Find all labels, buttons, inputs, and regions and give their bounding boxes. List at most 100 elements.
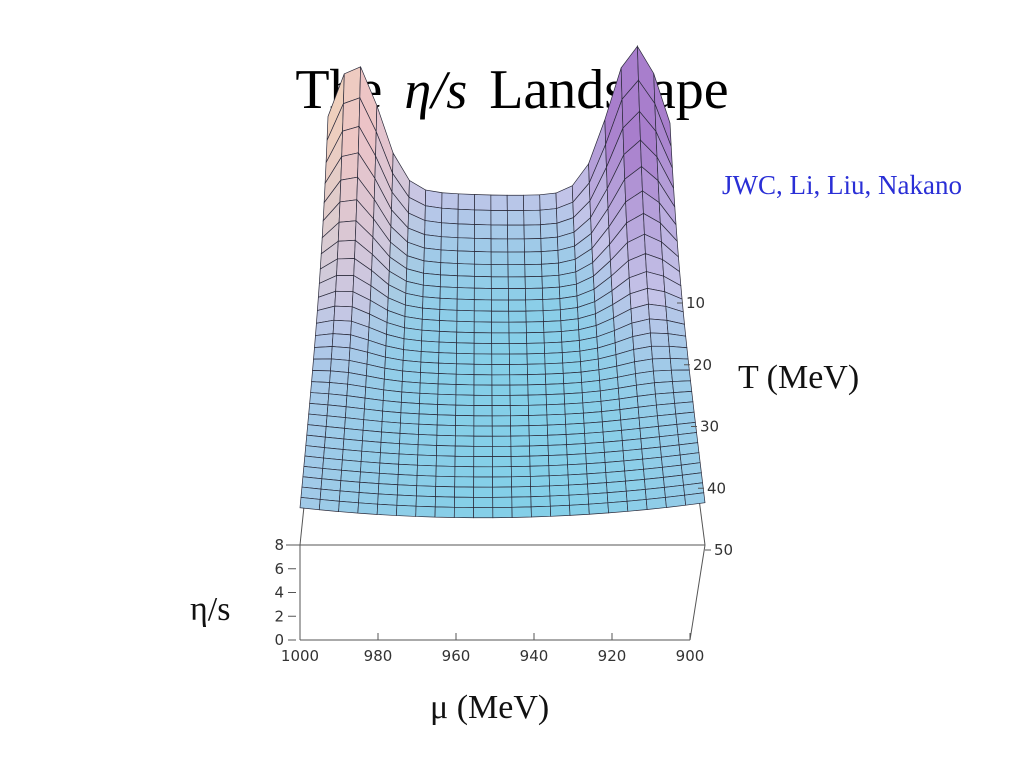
- surface-cell: [473, 332, 493, 344]
- surface-cell: [339, 176, 358, 203]
- surface-cell: [422, 272, 441, 288]
- surface-cell: [490, 288, 509, 301]
- surface-cell: [398, 443, 419, 456]
- surface-cell: [561, 340, 581, 354]
- surface-cell: [490, 238, 509, 253]
- x-tick-label: 900: [676, 647, 705, 665]
- surface-cell: [342, 438, 363, 452]
- surface-cell: [491, 435, 512, 447]
- surface-cell: [529, 475, 550, 487]
- surface-cell: [437, 383, 457, 396]
- surface-cell: [509, 394, 529, 406]
- surface-cell: [524, 276, 543, 289]
- surface-cell: [546, 423, 567, 436]
- surface-cell: [524, 263, 543, 278]
- surface-cell: [652, 358, 672, 372]
- surface-cell: [416, 464, 437, 477]
- surface-cell: [524, 251, 542, 265]
- surface-cell: [417, 434, 438, 446]
- surface-cell: [399, 422, 420, 435]
- surface-cell: [507, 288, 526, 301]
- surface-cell: [311, 370, 331, 383]
- surface-cell: [417, 454, 437, 467]
- surface-cell: [338, 199, 358, 223]
- surface-cell: [546, 403, 566, 416]
- surface-cell: [490, 264, 509, 278]
- surface-cell: [567, 473, 588, 486]
- surface-cell: [456, 287, 475, 300]
- surface-cell: [568, 493, 590, 506]
- surface-cell: [490, 276, 509, 289]
- z-tick-label: 0: [274, 631, 284, 649]
- surface-cell: [490, 251, 509, 266]
- surface-cell: [419, 392, 439, 405]
- surface-cell: [539, 192, 557, 211]
- surface-cell: [440, 262, 458, 277]
- surface-cell: [523, 209, 541, 226]
- surface-cell: [651, 345, 671, 360]
- y-tick-label: 50: [714, 541, 733, 559]
- surface-cell: [491, 353, 510, 365]
- surface-cell: [439, 297, 458, 311]
- surface-cell: [436, 434, 456, 447]
- surface-cell: [530, 505, 552, 518]
- surface-cell: [439, 286, 458, 300]
- z-axis-label: η/s: [190, 591, 230, 628]
- surface-cell: [415, 495, 436, 508]
- surface-cell: [421, 307, 441, 321]
- surface-cell: [584, 431, 605, 444]
- surface-cell: [491, 310, 510, 323]
- surface-cell: [330, 346, 351, 361]
- surface-cell: [510, 455, 531, 468]
- surface-cell: [310, 381, 331, 395]
- surface-cell: [396, 504, 417, 517]
- surface-cell: [585, 462, 607, 475]
- surface-cell: [399, 433, 419, 446]
- surface-cell: [473, 476, 494, 488]
- surface-cell: [454, 466, 475, 478]
- surface-cell: [492, 476, 512, 488]
- surface-cell: [507, 264, 526, 278]
- x-tick-label: 920: [598, 647, 627, 665]
- surface-cell: [418, 413, 438, 426]
- surface-cell: [327, 393, 348, 408]
- surface-cell: [542, 298, 561, 312]
- surface-cell: [455, 373, 475, 386]
- surface-cell: [455, 414, 475, 427]
- surface-cell: [543, 331, 563, 344]
- surface-cell: [416, 475, 437, 487]
- surface-cell: [377, 493, 398, 506]
- surface-cell: [586, 472, 607, 485]
- surface-cell: [401, 370, 421, 384]
- surface-cell: [492, 456, 512, 468]
- x-tick-label: 1000: [281, 647, 319, 665]
- surface-cell: [473, 486, 494, 498]
- surface-cell: [473, 435, 493, 447]
- surface-cell: [397, 463, 418, 476]
- surface-cell: [328, 382, 349, 396]
- surface-cell: [435, 486, 456, 498]
- surface-cell: [440, 222, 459, 239]
- x-axis-label: μ (MeV): [430, 689, 549, 726]
- surface-cell: [528, 414, 548, 427]
- surface-cell: [525, 299, 544, 312]
- surface-cell: [564, 402, 584, 415]
- surface-cell: [491, 395, 511, 407]
- surface-cell: [587, 492, 609, 505]
- surface-cell: [456, 298, 475, 312]
- surface-cell: [508, 299, 527, 312]
- surface-cell: [360, 461, 381, 474]
- surface-cell: [540, 250, 559, 265]
- surface-cell: [435, 465, 456, 478]
- surface-cell: [511, 486, 532, 498]
- surface-cell: [603, 440, 624, 453]
- surface-cell: [473, 425, 493, 437]
- surface-cell: [473, 342, 493, 355]
- surface-cell: [453, 506, 474, 519]
- surface-cell: [540, 236, 559, 253]
- surface-cell: [474, 263, 492, 278]
- box-edge: [689, 544, 706, 641]
- surface-cell: [506, 194, 525, 211]
- surface-cell: [435, 455, 456, 467]
- surface-cell: [509, 404, 530, 417]
